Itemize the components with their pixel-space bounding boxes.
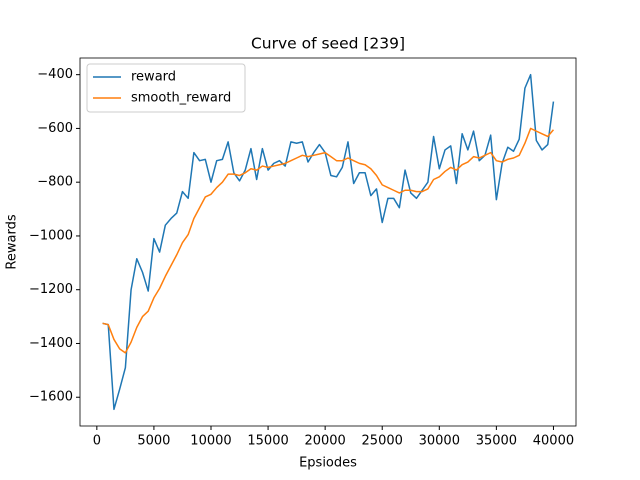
y-tick-label: −600 (37, 121, 73, 136)
chart-title: Curve of seed [239] (251, 35, 405, 53)
x-tick-label: 35000 (476, 434, 517, 449)
y-tick-label: −1000 (29, 228, 73, 243)
x-tick-label: 25000 (362, 434, 403, 449)
x-tick-label: 20000 (304, 434, 345, 449)
series-line (102, 127, 555, 354)
y-tick-label: −1200 (29, 282, 73, 297)
legend-label: smooth_reward (131, 91, 231, 106)
x-tick-label: 15000 (247, 434, 288, 449)
y-tick-label: −800 (37, 175, 73, 190)
x-tick-label: 5000 (137, 434, 170, 449)
x-tick-label: 40000 (533, 434, 574, 449)
x-tick-label: 10000 (190, 434, 231, 449)
y-axis-label: Rewards (5, 214, 20, 269)
x-axis-label: Epsiodes (299, 456, 357, 471)
plot-frame (79, 57, 577, 427)
legend-label: reward (131, 70, 176, 85)
x-tick-label: 0 (93, 434, 101, 449)
y-tick-label: −1400 (29, 336, 73, 351)
y-tick-label: −1600 (29, 390, 73, 405)
legend-box (86, 63, 246, 113)
x-tick-label: 30000 (419, 434, 460, 449)
y-tick-label: −400 (37, 67, 73, 82)
series-line (102, 73, 555, 411)
